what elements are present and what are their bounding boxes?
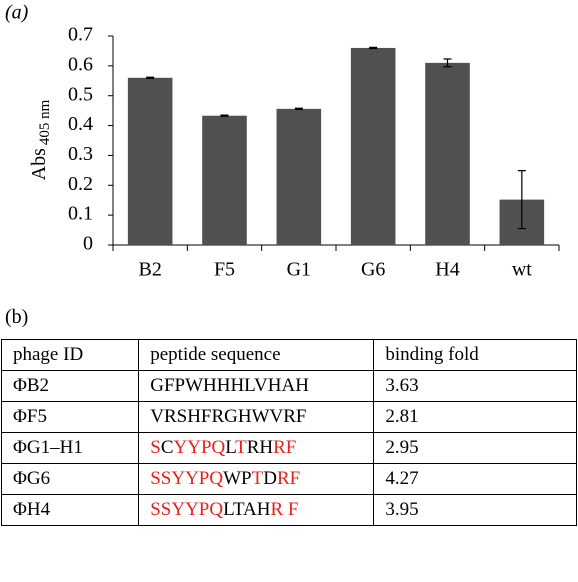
- table-row: ΦG1–H1 SCYYPQLTRHRF 2.95: [0, 432, 577, 464]
- binding-fold: 2.81: [373, 401, 577, 433]
- header-cell: phage ID: [0, 339, 140, 371]
- x-tick-label: H4: [435, 259, 459, 281]
- error-bar: [220, 114, 229, 117]
- phage-id: ΦF5: [0, 401, 140, 433]
- y-label-sub: 405 nm: [37, 99, 53, 145]
- x-tick-label: G6: [361, 259, 385, 281]
- binding-fold: 3.95: [373, 494, 577, 526]
- sequence-segment: VRSHFRGHWVRF: [150, 406, 307, 427]
- binding-fold: 2.95: [373, 432, 577, 464]
- panel-label-text: (b): [5, 306, 29, 328]
- header-row: phage ID peptide sequence binding fold: [0, 339, 577, 371]
- phage-id: ΦG6: [0, 463, 140, 495]
- sequence-segment: S: [150, 437, 161, 458]
- bar: [127, 77, 173, 245]
- y-tick-label: 0.6: [68, 53, 93, 75]
- panel-label: (b): [5, 306, 28, 329]
- y-tick-label: 0.2: [68, 173, 93, 195]
- bar: [350, 47, 396, 245]
- binding-fold: 4.27: [373, 463, 577, 495]
- sequence-cell: VRSHFRGHWVRF: [138, 401, 375, 433]
- phage-id: ΦB2: [0, 370, 140, 402]
- panel-label: (a): [5, 2, 29, 24]
- sequence-cell: SCYYPQLTRHRF: [138, 432, 375, 464]
- y-tick-label: 0: [83, 233, 93, 255]
- sequence-cell: SSYYPQWPTDRF: [138, 463, 375, 495]
- sequence-segment: GFPWHHHLVHAH: [150, 375, 309, 396]
- x-tick-label: F5: [214, 259, 235, 281]
- bar: [202, 115, 247, 246]
- y-tick-label: 0.5: [68, 83, 93, 105]
- sequence-segment: YYPQ: [173, 437, 226, 458]
- sequence-segment: T: [235, 437, 247, 458]
- error-bar: [369, 46, 378, 50]
- sequence-segment: R F: [270, 499, 299, 520]
- y-tick-label: 0.1: [68, 203, 93, 225]
- sequence-segment: LTAH: [223, 499, 271, 520]
- table-row: ΦG6 SSYYPQWPTDRF 4.27: [0, 463, 577, 495]
- error-bar: [517, 170, 526, 230]
- y-tick-label: 0.4: [68, 113, 93, 135]
- sequence-segment: RH: [246, 437, 274, 458]
- sequence-segment: RF: [273, 437, 297, 458]
- sequence-segment: SSYYPQ: [150, 468, 224, 489]
- bar: [276, 108, 322, 245]
- sequence-segment: T: [251, 468, 264, 489]
- sequence-segment: RF: [276, 468, 301, 489]
- x-tick-label: B2: [138, 259, 161, 281]
- table-row: ΦH4 SSYYPQLTAHR F 3.95: [0, 494, 577, 526]
- error-bar: [294, 107, 303, 111]
- chart: (a) Abs 405 nm 0 0.1 0.2 0.3 0.4 0.5 0.6 0.7 B2 F5…: [5, 2, 560, 281]
- table-row: ΦB2 GFPWHHHLVHAH 3.63: [0, 370, 577, 402]
- x-tick-label: G1: [287, 259, 311, 281]
- phage-id: ΦG1–H1: [0, 432, 140, 464]
- y-label-main: Abs: [28, 148, 50, 180]
- sequence-segment: D: [263, 468, 277, 489]
- bar: [425, 62, 470, 245]
- sequence-cell: GFPWHHHLVHAH: [138, 370, 375, 402]
- sequence-cell: SSYYPQLTAHR F: [138, 494, 375, 526]
- error-bar: [146, 76, 155, 79]
- header-cell: peptide sequence: [138, 339, 375, 371]
- sequence-segment: C: [160, 437, 174, 458]
- y-axis-label: Abs 405 nm: [28, 99, 54, 180]
- sequence-segment: SSYYPQ: [150, 499, 224, 520]
- table-row: ΦF5 VRSHFRGHWVRF 2.81: [0, 401, 577, 433]
- binding-fold: 3.63: [373, 370, 577, 402]
- phage-id: ΦH4: [0, 494, 140, 526]
- x-tick-label: wt: [512, 259, 532, 281]
- y-tick-label: 0.7: [68, 24, 93, 46]
- y-tick-label: 0.3: [68, 143, 93, 165]
- sequence-segment: L: [225, 437, 236, 458]
- error-bar: [443, 58, 452, 68]
- peptide-table: phage ID peptide sequence binding fold ΦB2 G…: [0, 339, 577, 526]
- sequence-segment: WP: [223, 468, 252, 489]
- header-cell: binding fold: [373, 339, 577, 371]
